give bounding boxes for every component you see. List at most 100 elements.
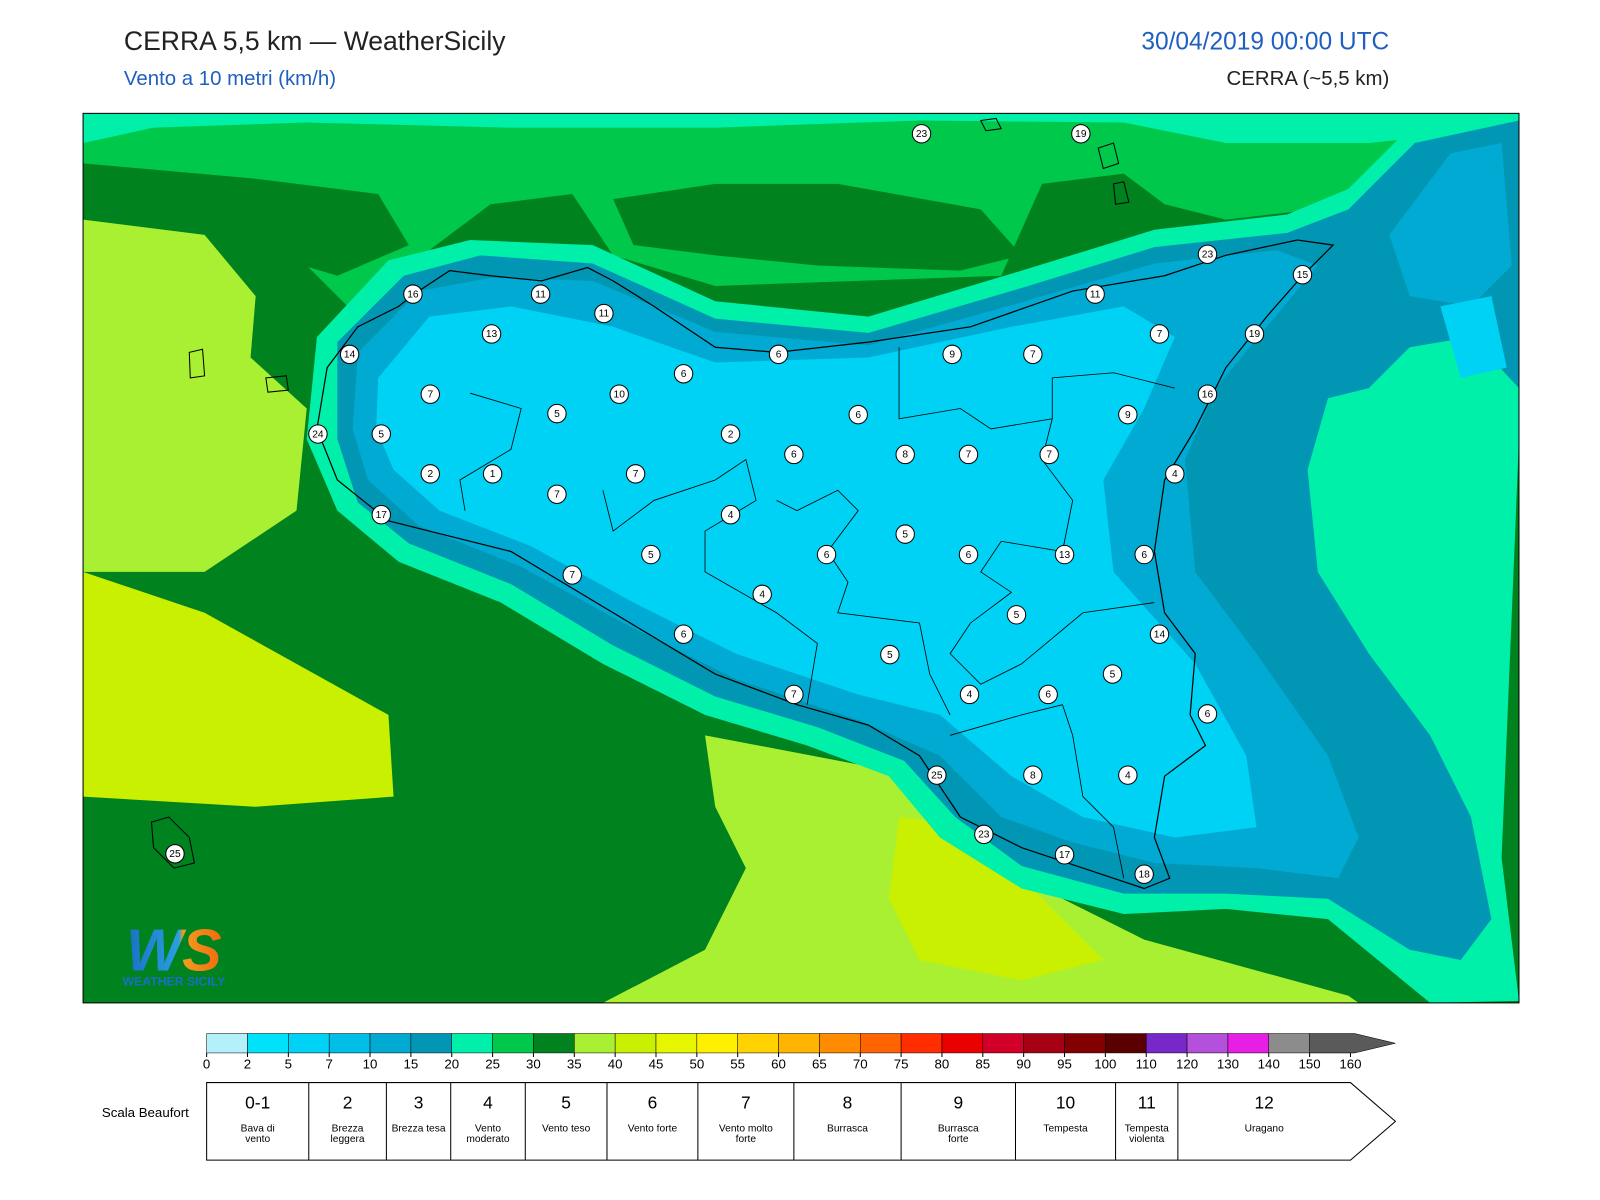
logo-text: WEATHER SICILY [123, 975, 226, 989]
colorbar-cell [696, 1033, 738, 1054]
station-value: 23 [916, 129, 928, 140]
station-value: 19 [1075, 129, 1087, 140]
colorbar-cell [206, 1033, 248, 1054]
station-marker [1118, 765, 1138, 785]
colorbar-cell [247, 1033, 289, 1054]
beaufort-number: 11 [1138, 1093, 1156, 1113]
beaufort-name: Vento moderato [466, 1124, 510, 1145]
colorbar-cell [1186, 1033, 1229, 1054]
station-value: 6 [776, 350, 782, 361]
station-marker [1149, 324, 1170, 344]
beaufort-name: Tempesta [1043, 1124, 1088, 1135]
beaufort-number: 6 [648, 1093, 658, 1113]
station-value: 4 [759, 590, 765, 601]
station-marker [1165, 464, 1185, 484]
beaufort-number: 9 [953, 1093, 963, 1113]
subtitle: Vento a 10 metri (km/h) [124, 68, 336, 90]
station-marker [594, 303, 614, 324]
station-value: 6 [791, 450, 797, 461]
station-value: 8 [902, 450, 908, 461]
station-marker [530, 284, 551, 304]
station-value: 19 [1249, 329, 1261, 340]
colorbar-tick-label: 55 [730, 1057, 745, 1072]
beaufort-outline [206, 1082, 1397, 1161]
colorbar-tick-label: 40 [608, 1057, 623, 1072]
colorbar-cell [778, 1033, 820, 1054]
station-marker [641, 544, 661, 565]
station-value: 9 [949, 350, 955, 361]
beaufort-number: 10 [1056, 1093, 1075, 1113]
colorbar-tick-label: 150 [1299, 1057, 1321, 1072]
station-marker [784, 444, 804, 465]
station-value: 13 [1059, 550, 1071, 561]
islands [150, 117, 1130, 869]
province-borders [459, 347, 1175, 879]
station-marker [1197, 384, 1218, 404]
station-marker [1197, 704, 1218, 724]
beaufort-name: Vento forte [627, 1124, 678, 1135]
station-value: 14 [344, 350, 356, 361]
colorbar-cell [859, 1033, 902, 1054]
station-marker [1085, 284, 1105, 304]
station-value: 5 [648, 550, 654, 561]
colorbar-tick-label: 110 [1136, 1057, 1157, 1072]
model: CERRA (~5,5 km) [1227, 68, 1390, 90]
beaufort-name: Tempesta violenta [1124, 1124, 1169, 1145]
station-marker [1071, 124, 1091, 144]
beaufort-name: Brezza tesa [391, 1124, 446, 1135]
station-marker [895, 444, 915, 465]
station-marker [339, 344, 360, 365]
colorbar-cell [492, 1033, 534, 1054]
colorbar-cell [451, 1033, 493, 1054]
station-value: 16 [407, 289, 419, 300]
field-yellow [888, 817, 1104, 981]
field-lime [83, 219, 307, 572]
beaufort-name-box: Burrasca forte [937, 1124, 979, 1145]
station-value: 5 [1014, 610, 1020, 621]
colorbar: 0 2 5 7 10 15 20 25 30 35 40 45 50 55 60 65 70 75 80 85 90 95… [203, 1033, 1396, 1072]
colorbar-tick-label: 80 [935, 1057, 950, 1072]
colorbar-cell [410, 1033, 452, 1054]
station-value: 1 [490, 469, 496, 480]
station-value: 13 [486, 329, 498, 340]
field-blue-light [376, 306, 1257, 838]
map-field [83, 113, 1519, 1003]
station-value: 4 [1125, 770, 1131, 781]
colorbar-tick-label: 7 [325, 1057, 332, 1072]
station-value: 9 [1125, 410, 1131, 421]
station-value: 5 [554, 409, 560, 420]
station-marker [927, 765, 947, 785]
colorbar-cell [533, 1033, 575, 1054]
beaufort-scale: 0-1 Bava di vento 2 Brezza leggera 3 Brezza t… [206, 1082, 1397, 1161]
colorbar-cell [328, 1033, 371, 1054]
colorbar-cell [574, 1033, 616, 1054]
station-value: 5 [1110, 669, 1116, 680]
field-mint [83, 113, 1519, 143]
station-value: 17 [1059, 850, 1071, 861]
station-value: 6 [1045, 690, 1051, 701]
colorbar-tick-label: 95 [1057, 1057, 1072, 1072]
beaufort-number: 4 [483, 1093, 493, 1113]
station-marker [1023, 344, 1043, 365]
station-marker [420, 384, 440, 404]
field-blue-light [1440, 296, 1507, 378]
station-marker [673, 364, 694, 384]
beaufort-number: 0-1 [245, 1093, 270, 1113]
station-marker [482, 464, 503, 484]
beaufort-name-box: Vento molto forte [718, 1124, 773, 1145]
colorbar-cell [1309, 1033, 1396, 1054]
station-value: 4 [728, 510, 734, 521]
station-marker [1054, 544, 1075, 565]
beaufort-name: Vento molto forte [718, 1124, 773, 1145]
colorbar-tick-label: 75 [894, 1057, 909, 1072]
station-marker [1292, 265, 1313, 285]
beaufort-name-box: Brezza tesa [391, 1124, 446, 1135]
station-marker [673, 624, 694, 644]
station-value: 7 [966, 450, 972, 461]
beaufort-name: Burrasca forte [937, 1124, 979, 1145]
station-value: 7 [1157, 329, 1163, 340]
station-marker [784, 684, 804, 705]
beaufort-name: Uragano [1244, 1124, 1284, 1135]
